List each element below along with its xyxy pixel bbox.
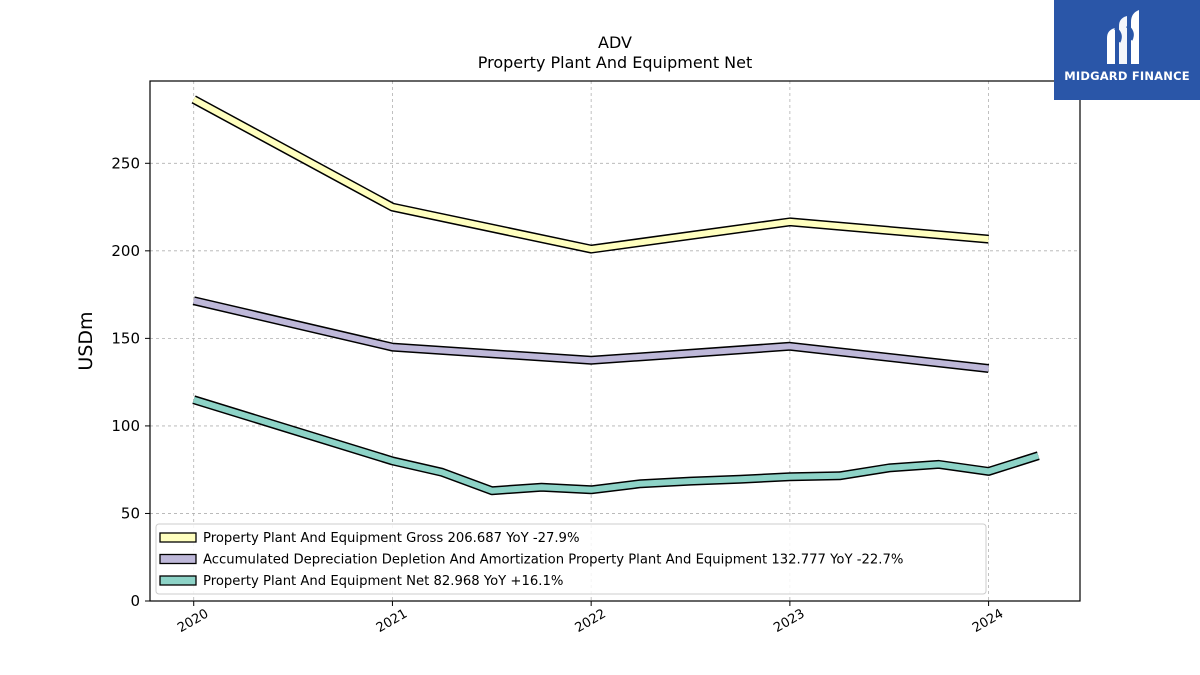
series-2 <box>192 395 1040 496</box>
logo-mark-icon <box>1107 10 1139 64</box>
legend-box <box>155 523 987 595</box>
chart-subtitle: Property Plant And Equipment Net <box>478 53 753 72</box>
legend-swatch <box>159 532 197 543</box>
series-line <box>192 96 989 253</box>
legend-swatch <box>159 553 197 565</box>
y-tick-label: 250 <box>111 154 140 172</box>
y-tick-label: 100 <box>111 417 140 435</box>
x-tick-label: 2021 <box>374 606 410 636</box>
x-tick-label: 2020 <box>175 606 211 636</box>
legend-entry-label: Accumulated Depreciation Depletion And A… <box>203 553 903 568</box>
y-tick-label: 0 <box>130 592 140 610</box>
y-tick-label: 200 <box>111 242 140 260</box>
y-axis-label: USDm <box>75 311 97 370</box>
series-line <box>192 396 1040 494</box>
legend-swatch <box>159 575 197 586</box>
series-line-outline <box>192 395 1040 496</box>
x-tick-label: 2023 <box>771 606 807 636</box>
legend-entry-label: Property Plant And Equipment Gross 206.6… <box>203 531 579 546</box>
y-tick-label: 150 <box>111 329 140 347</box>
chart-title: ADV <box>598 33 632 52</box>
logo-text: MIDGARD FINANCE <box>1064 69 1190 83</box>
x-tick-label: 2022 <box>573 606 609 636</box>
legend-entry-label: Property Plant And Equipment Net 82.968 … <box>203 574 563 589</box>
series-line <box>193 297 989 372</box>
x-tick-label: 2024 <box>970 606 1006 636</box>
midgard-finance-logo: MIDGARD FINANCE <box>1054 0 1200 100</box>
legend: Property Plant And Equipment Gross 206.6… <box>155 523 987 595</box>
y-tick-label: 50 <box>121 504 140 522</box>
series-1 <box>192 296 990 373</box>
grid <box>150 81 1080 602</box>
series-0 <box>191 95 989 254</box>
plot-frame <box>149 80 1081 602</box>
series-lines <box>191 95 1040 496</box>
